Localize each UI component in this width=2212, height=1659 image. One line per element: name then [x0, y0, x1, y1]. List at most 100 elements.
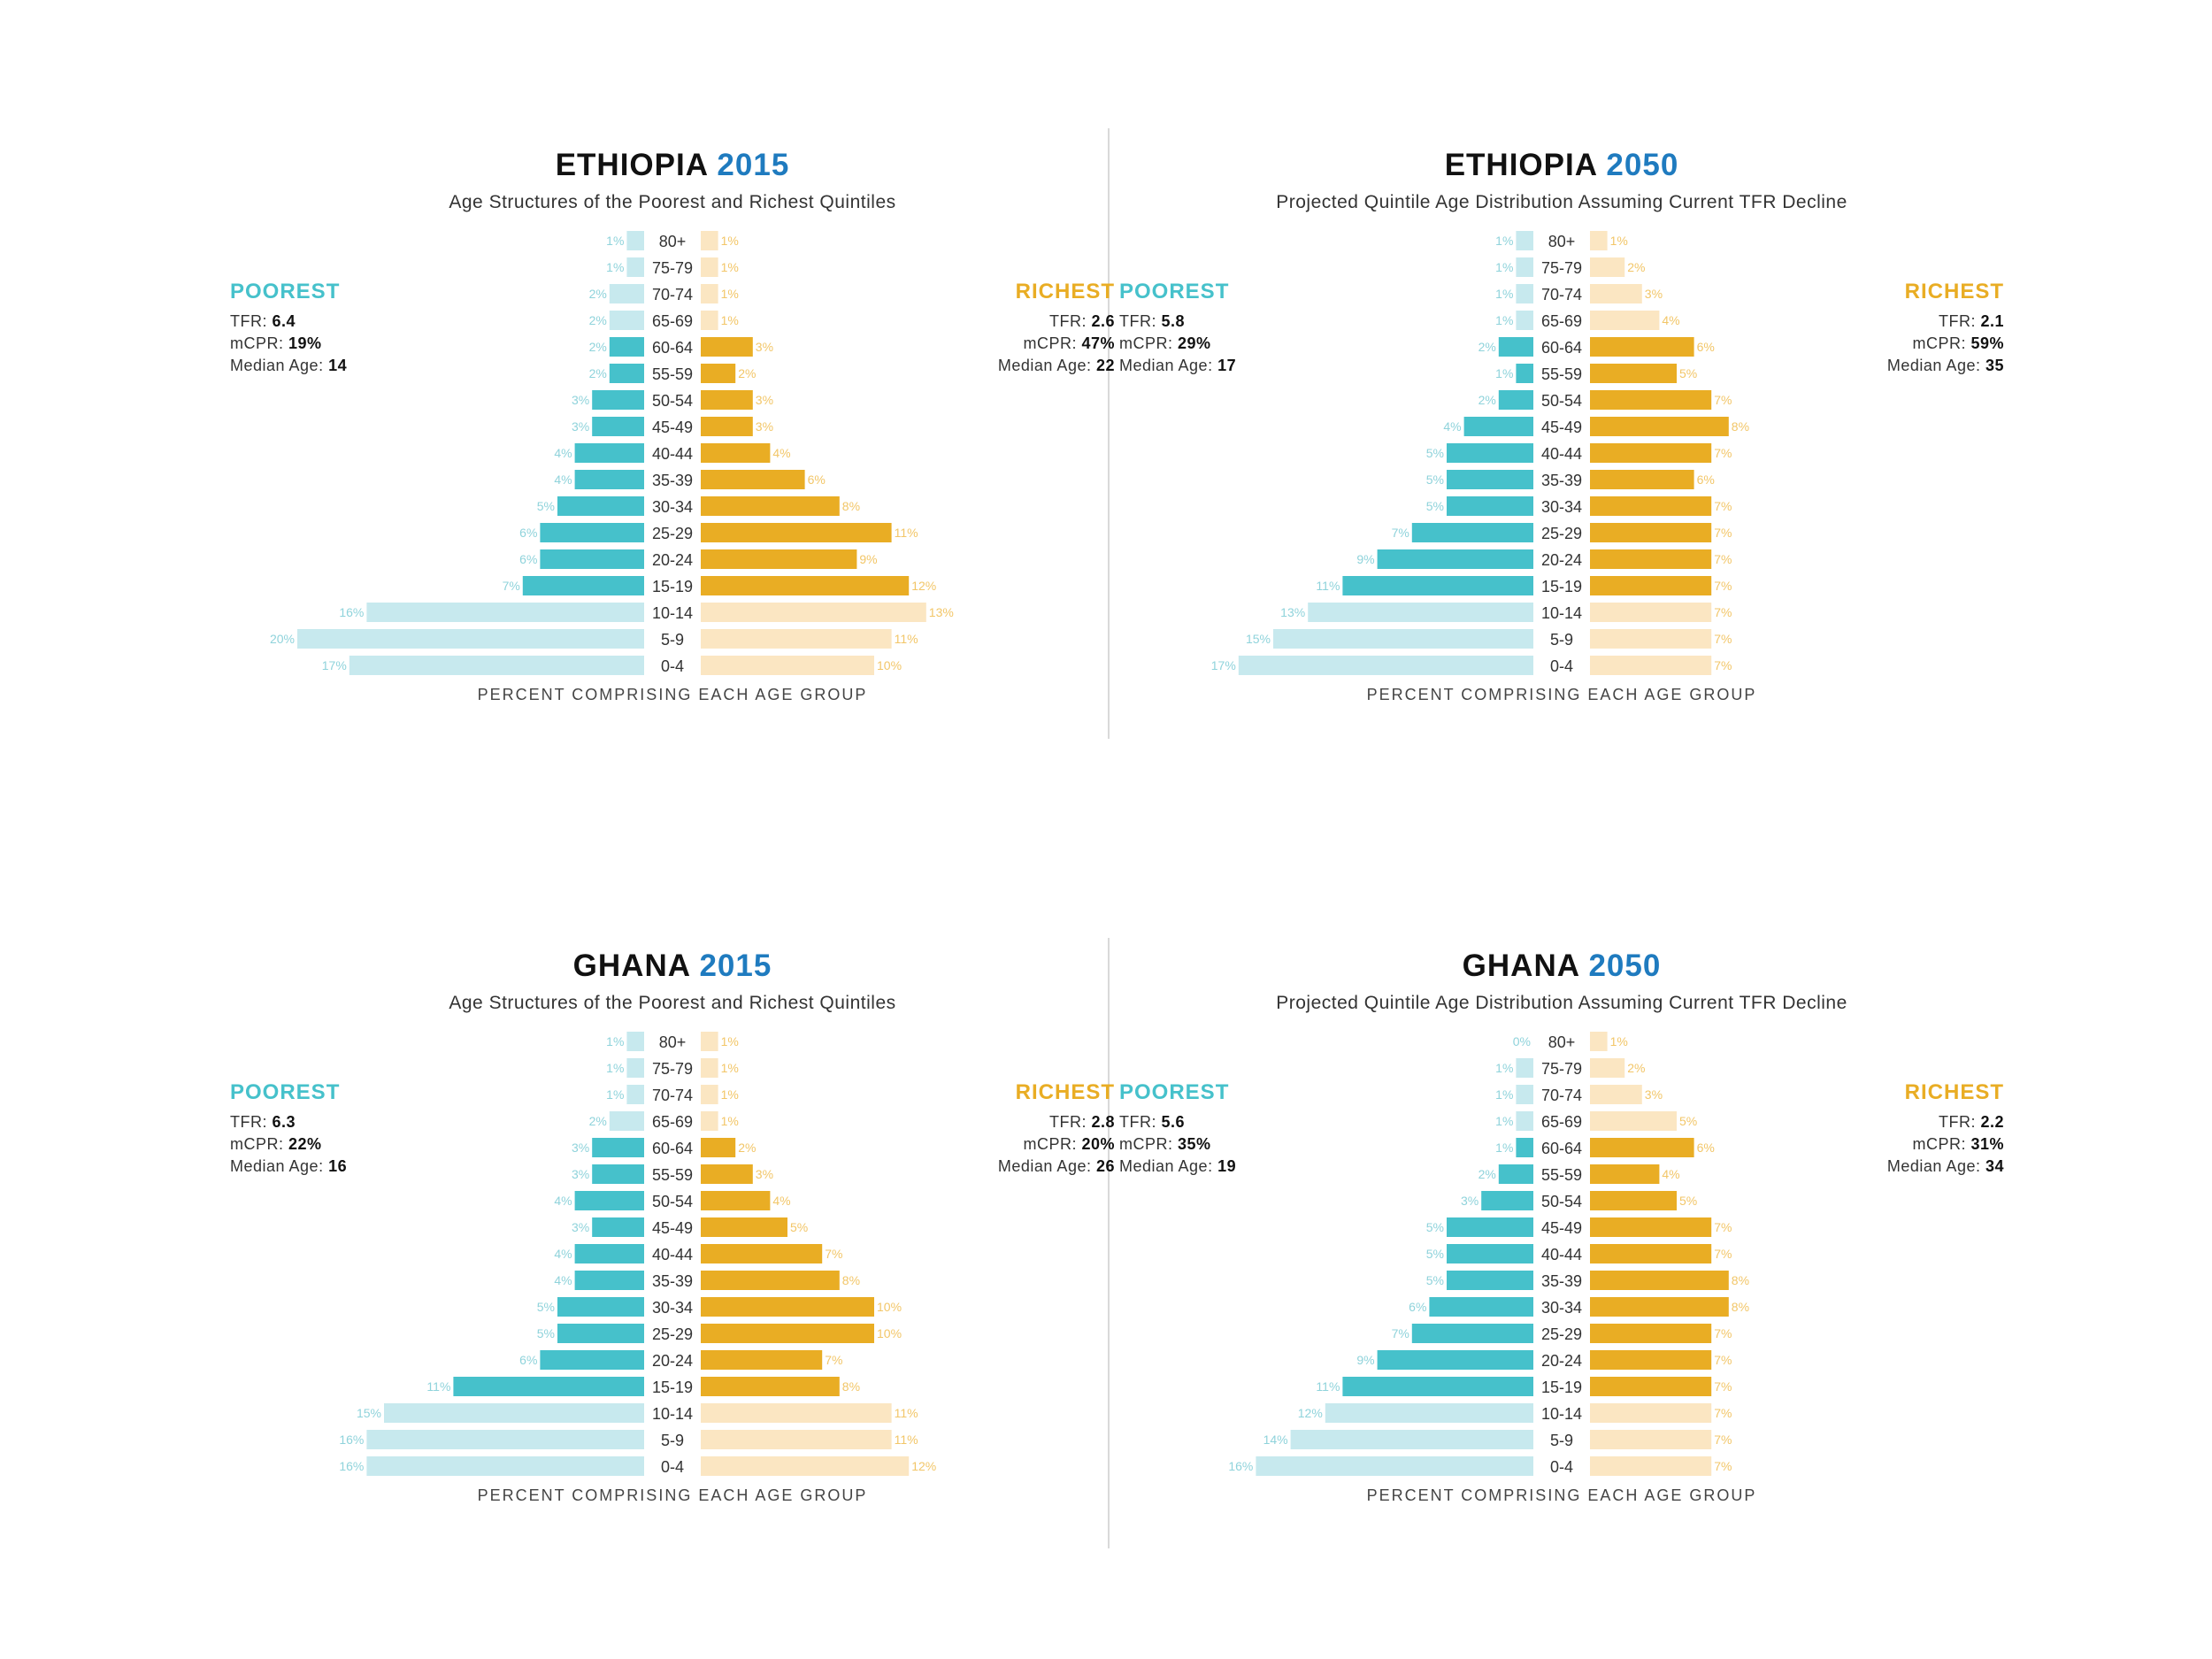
data-label-poorest-55-59: 2% [589, 366, 607, 380]
x-axis-caption: PERCENT COMPRISING EACH AGE GROUP [1366, 1486, 1757, 1504]
chart-subtitle: Age Structures of the Poorest and Riches… [449, 993, 896, 1013]
data-label-poorest-45-49: 3% [572, 419, 589, 434]
chart-title: GHANA 2015 [230, 947, 1115, 986]
bar-richest-20-24 [1590, 1350, 1712, 1370]
data-label-poorest-0-4: 17% [1211, 658, 1236, 672]
age-label-45-49: 45-49 [652, 419, 693, 436]
bar-richest-70-74 [701, 284, 718, 303]
data-label-richest-45-49: 5% [790, 1220, 808, 1234]
title-country: GHANA [572, 949, 690, 983]
bar-richest-35-39 [701, 1271, 840, 1290]
data-label-richest-15-19: 7% [1714, 579, 1732, 593]
bar-richest-55-59 [701, 364, 736, 383]
poorest-median-age: Median Age: 16 [230, 1157, 348, 1175]
data-label-richest-50-54: 3% [756, 393, 773, 407]
population-pyramid: 1% 1%80+1% 1%75-792% 1%70-742% 1%65-692% 3%60… [270, 231, 954, 675]
data-label-richest-65-69: 1% [721, 313, 739, 327]
bar-poorest-35-39 [1447, 470, 1533, 489]
data-label-richest-35-39: 8% [1732, 1273, 1749, 1287]
data-label-richest-25-29: 11% [895, 526, 918, 540]
data-label-poorest-55-59: 3% [572, 1167, 589, 1181]
poorest-stats: POOREST TFR: 5.6 mCPR: 35% Median Age: 1… [1119, 1079, 1236, 1178]
poorest-stats: POOREST TFR: 6.3 mCPR: 22% Median Age: 1… [230, 1079, 347, 1178]
age-label-25-29: 25-29 [1541, 525, 1582, 542]
bar-poorest-75-79 [626, 1058, 644, 1078]
age-label-55-59: 55-59 [652, 365, 693, 383]
bar-richest-25-29 [701, 523, 892, 542]
age-label-70-74: 70-74 [652, 1087, 693, 1104]
richest-stats: RICHEST TFR: 2.8 mCPR: 20% Median Age: 2… [998, 1079, 1115, 1178]
data-label-poorest-80+: 1% [1495, 234, 1513, 248]
poorest-mcpr: mCPR: 22% [230, 1135, 322, 1153]
age-label-80+: 80+ [659, 233, 687, 250]
bar-richest-0-4 [701, 656, 874, 675]
data-label-richest-55-59: 4% [1662, 1167, 1679, 1181]
bar-poorest-70-74 [626, 1085, 644, 1104]
data-label-richest-10-14: 11% [895, 1406, 918, 1420]
title-country: ETHIOPIA [1444, 148, 1597, 182]
bar-richest-80+ [1590, 231, 1608, 250]
poorest-heading: POOREST [1119, 1080, 1230, 1104]
bar-richest-65-69 [1590, 311, 1660, 330]
title-year: 2015 [717, 148, 790, 182]
data-label-richest-20-24: 7% [825, 1353, 842, 1367]
bar-richest-60-64 [1590, 337, 1694, 357]
data-label-poorest-35-39: 5% [1426, 1273, 1444, 1287]
bar-richest-45-49 [1590, 417, 1729, 436]
bar-poorest-0-4 [1256, 1456, 1533, 1476]
data-label-poorest-50-54: 3% [572, 393, 589, 407]
bar-richest-20-24 [1590, 549, 1712, 569]
bar-richest-80+ [1590, 1032, 1608, 1051]
data-label-richest-30-34: 8% [842, 499, 860, 513]
age-label-0-4: 0-4 [1550, 657, 1573, 675]
age-label-70-74: 70-74 [652, 286, 693, 303]
bar-poorest-45-49 [592, 417, 644, 436]
bar-richest-25-29 [1590, 1324, 1712, 1343]
age-label-20-24: 20-24 [1541, 551, 1582, 569]
data-label-poorest-40-44: 4% [554, 446, 572, 460]
x-axis-caption: PERCENT COMPRISING EACH AGE GROUP [477, 686, 868, 703]
population-pyramid: 1% 1%80+1% 1%75-791% 1%70-742% 1%65-693% 2%60… [339, 1032, 936, 1476]
bar-richest-50-54 [701, 390, 753, 410]
data-label-richest-50-54: 7% [1714, 393, 1732, 407]
data-label-richest-5-9: 7% [1714, 1432, 1732, 1447]
bar-richest-45-49 [701, 417, 753, 436]
data-label-poorest-25-29: 7% [1392, 1326, 1409, 1340]
richest-mcpr: mCPR: 31% [1912, 1135, 2004, 1153]
age-label-40-44: 40-44 [652, 445, 693, 463]
age-label-30-34: 30-34 [652, 1299, 693, 1317]
data-label-richest-55-59: 3% [756, 1167, 773, 1181]
bar-richest-40-44 [701, 443, 771, 463]
bar-poorest-20-24 [540, 1350, 644, 1370]
age-label-5-9: 5-9 [1550, 631, 1573, 649]
bar-poorest-15-19 [1342, 1377, 1533, 1396]
bar-poorest-25-29 [540, 523, 644, 542]
bar-poorest-10-14 [366, 603, 644, 622]
population-pyramid: 0% 1%80+1% 2%75-791% 3%70-741% 5%65-691% 6%60… [1228, 1032, 1749, 1476]
bar-richest-35-39 [1590, 470, 1694, 489]
bar-poorest-80+ [1516, 231, 1533, 250]
age-label-0-4: 0-4 [1550, 1458, 1573, 1476]
title-country: GHANA [1462, 949, 1579, 983]
bar-poorest-55-59 [592, 1164, 644, 1184]
age-label-0-4: 0-4 [661, 657, 684, 675]
bar-poorest-45-49 [1447, 1217, 1533, 1237]
bar-richest-60-64 [1590, 1138, 1694, 1157]
bar-poorest-80+ [626, 1032, 644, 1051]
age-label-20-24: 20-24 [652, 1352, 693, 1370]
bar-richest-75-79 [701, 257, 718, 277]
data-label-richest-50-54: 5% [1679, 1194, 1697, 1208]
bar-poorest-55-59 [1516, 364, 1533, 383]
bar-richest-10-14 [1590, 603, 1712, 622]
data-label-poorest-10-14: 15% [357, 1406, 381, 1420]
bar-poorest-30-34 [1447, 496, 1533, 516]
chart-subtitle: Projected Quintile Age Distribution Assu… [1276, 192, 1847, 212]
data-label-poorest-65-69: 2% [589, 313, 607, 327]
bar-poorest-35-39 [574, 1271, 644, 1290]
data-label-poorest-75-79: 1% [1495, 1061, 1513, 1075]
bar-richest-10-14 [701, 1403, 892, 1423]
data-label-poorest-25-29: 6% [519, 526, 537, 540]
data-label-poorest-50-54: 4% [554, 1194, 572, 1208]
data-label-richest-70-74: 1% [721, 1087, 739, 1102]
title-country: ETHIOPIA [555, 148, 708, 182]
